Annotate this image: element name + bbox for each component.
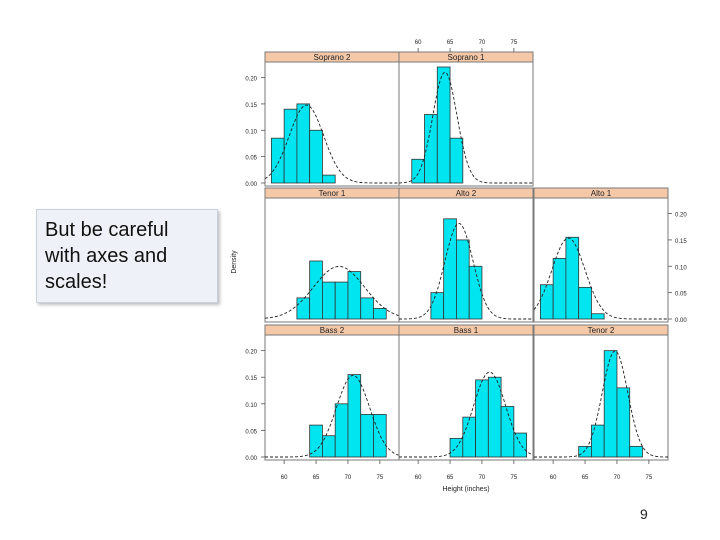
histogram-bar <box>436 66 451 184</box>
histogram-bar <box>373 414 387 458</box>
normal-density-curve <box>399 71 533 184</box>
histogram-bar <box>424 114 438 184</box>
histogram-bar <box>513 432 528 458</box>
panel-title: Alto 1 <box>591 189 612 198</box>
histogram-bar <box>578 286 592 320</box>
panel: Soprano 1 <box>398 51 534 187</box>
y-tick-label: 0.05 <box>675 292 687 298</box>
x-tick-label: 70 <box>345 475 352 481</box>
x-tick-label: 60 <box>415 475 422 481</box>
x-tick-label: 65 <box>313 475 320 481</box>
panel: Bass 1 <box>398 324 534 461</box>
normal-density-curve <box>534 350 668 458</box>
histogram-bar <box>552 257 567 320</box>
panel-title: Soprano 2 <box>314 53 351 62</box>
y-tick-label: 0.05 <box>245 156 257 162</box>
histogram-bar <box>456 239 470 320</box>
x-tick-label: 70 <box>614 475 621 481</box>
y-tick-label: 0.05 <box>245 429 257 435</box>
histogram-bar <box>373 308 387 320</box>
histogram-bar <box>430 292 445 320</box>
histogram-bar <box>591 424 605 458</box>
axes: 0.00 0.05 0.10 0.15 0.20 0.00 0.05 0.10 0.15 0.20… <box>231 40 687 493</box>
histogram-bar <box>270 137 285 184</box>
histogram-bar <box>322 174 336 184</box>
x-tick-label: 60 <box>281 475 288 481</box>
panel-title: Tenor 2 <box>588 326 615 335</box>
histogram-bar <box>334 403 349 458</box>
panel: Soprano 2 <box>264 51 400 187</box>
histogram-bar <box>360 297 374 320</box>
panel-title: Alto 2 <box>456 189 477 198</box>
x-tick-label: 70 <box>479 40 486 46</box>
histogram-bar <box>578 445 592 458</box>
histogram-bar <box>500 406 515 458</box>
histogram-bar <box>347 374 362 458</box>
histogram-bar <box>347 271 362 320</box>
panel-title: Bass 2 <box>320 326 345 335</box>
y-axis-title: Density <box>231 250 238 274</box>
histogram-bar <box>309 424 323 458</box>
x-tick-label: 75 <box>511 40 518 46</box>
x-tick-label: 70 <box>479 475 486 481</box>
histogram-bar <box>603 350 618 458</box>
panel: Tenor 1 <box>264 187 400 323</box>
y-tick-label: 0.15 <box>245 376 257 382</box>
y-tick-label: 0.15 <box>675 239 687 245</box>
x-tick-label: 75 <box>511 475 518 481</box>
y-tick-label: 0.20 <box>675 213 687 219</box>
panel: Alto 2 <box>398 187 534 323</box>
y-tick-label: 0.20 <box>245 350 257 356</box>
panel: Bass 2 <box>264 324 400 461</box>
y-tick-label: 0.00 <box>245 456 257 462</box>
normal-density-curve <box>399 222 533 320</box>
histogram-bar <box>322 281 336 320</box>
normal-density-curve <box>265 374 400 458</box>
histogram-bar <box>565 236 580 320</box>
y-tick-label: 0.20 <box>245 77 257 83</box>
x-tick-label: 65 <box>582 475 589 481</box>
x-tick-label: 60 <box>415 40 422 46</box>
x-axis-title: Height (inches) <box>442 486 489 493</box>
histogram-bar <box>468 265 483 320</box>
panel: Alto 1 <box>533 187 669 323</box>
histogram-bar <box>443 218 457 320</box>
x-tick-label: 65 <box>447 475 454 481</box>
slide-number: 9 <box>640 506 648 522</box>
histogram-bar <box>487 376 502 458</box>
normal-density-curve <box>264 104 399 184</box>
warning-callout: But be careful with axes and scales! <box>36 209 218 303</box>
panel-title: Bass 1 <box>454 326 479 335</box>
x-tick-label: 65 <box>447 40 454 46</box>
y-tick-label: 0.10 <box>675 265 687 271</box>
x-tick-label: 60 <box>550 475 557 481</box>
panel-title: Soprano 1 <box>448 53 485 62</box>
histogram-bar <box>449 137 464 184</box>
histogram-bar <box>475 379 489 458</box>
panel: Tenor 2 <box>533 324 669 461</box>
histogram-bar <box>296 103 311 184</box>
y-tick-label: 0.10 <box>245 403 257 409</box>
normal-density-curve <box>264 265 400 319</box>
y-tick-label: 0.10 <box>245 129 257 135</box>
histogram-bar <box>539 284 554 320</box>
histogram-bar <box>462 416 476 458</box>
normal-density-curve <box>533 237 668 320</box>
callout-text: But be careful with axes and scales! <box>45 219 169 293</box>
y-tick-label: 0.00 <box>245 182 257 188</box>
histogram-bar <box>334 281 349 320</box>
histogram-bar <box>309 129 323 184</box>
x-tick-label: 75 <box>646 475 653 481</box>
normal-density-curve <box>399 371 534 458</box>
histogram-bar <box>616 387 631 458</box>
histogram-bar <box>296 297 311 320</box>
histogram-bar <box>629 445 643 458</box>
x-tick-label: 75 <box>377 475 384 481</box>
y-tick-label: 0.00 <box>675 318 687 324</box>
histogram-bar <box>360 414 374 458</box>
histogram-bar <box>591 313 605 320</box>
y-tick-label: 0.15 <box>245 103 257 109</box>
panel-title: Tenor 1 <box>319 189 346 198</box>
